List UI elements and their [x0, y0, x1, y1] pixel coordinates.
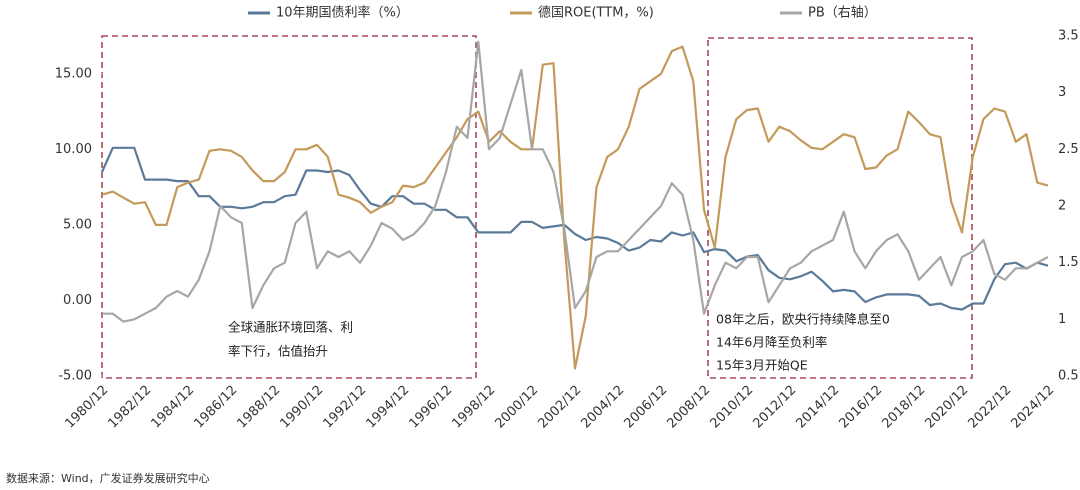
x-tick-label: 1996/12: [407, 383, 456, 432]
x-tick-label: 2006/12: [622, 383, 671, 432]
x-tick-label: 2020/12: [923, 383, 972, 432]
x-tick-label: 2024/12: [1009, 383, 1058, 432]
annotation: 14年6月降至负利率: [716, 335, 827, 350]
y2-tick-label: 1: [1058, 312, 1066, 327]
annotation: 08年之后，欧央行持续降息至0: [716, 312, 890, 327]
y2-tick-label: 1.5: [1058, 255, 1079, 270]
x-tick-label: 2008/12: [665, 383, 714, 432]
annotation: 全球通胀环境回落、利: [228, 320, 353, 335]
x-tick-label: 2016/12: [837, 383, 886, 432]
y2-tick-label: 0.5: [1058, 369, 1079, 384]
series-line: [101, 45, 1049, 370]
x-tick-label: 2000/12: [493, 383, 542, 432]
series-line: [102, 40, 1049, 323]
x-tick-label: 2014/12: [794, 383, 843, 432]
x-tick-label: 1990/12: [278, 383, 327, 432]
y-tick-label: 10.00: [55, 142, 92, 157]
legend-label: PB（右轴）: [808, 6, 877, 21]
y2-tick-label: 3: [1058, 85, 1066, 100]
y2-tick-label: 3.5: [1058, 29, 1079, 44]
annotation: 15年3月开始QE: [716, 358, 808, 373]
y2-tick-label: 2.5: [1058, 142, 1079, 157]
x-tick-label: 1984/12: [149, 383, 198, 432]
annotation-box: [707, 37, 973, 379]
legend-label: 德国ROE(TTM，%): [538, 6, 654, 21]
x-tick-label: 1994/12: [364, 383, 413, 432]
y-tick-label: -5.00: [58, 369, 92, 384]
annotation: 率下行，估值抬升: [228, 344, 328, 359]
x-tick-label: 1982/12: [106, 383, 155, 432]
source: 数据来源：Wind，广发证券发展研究中心: [6, 471, 210, 485]
y-tick-label: 5.00: [63, 217, 92, 232]
y-tick-label: 0.00: [63, 293, 92, 308]
x-tick-label: 1992/12: [321, 383, 370, 432]
series-line: [100, 146, 1049, 311]
legend-label: 10年期国债利率（%）: [276, 5, 409, 21]
x-tick-label: 1980/12: [63, 383, 112, 432]
x-tick-label: 2002/12: [536, 383, 585, 432]
x-tick-label: 1998/12: [450, 383, 499, 432]
x-tick-label: 1986/12: [192, 383, 241, 432]
x-tick-label: 2012/12: [751, 383, 800, 432]
x-tick-label: 1988/12: [235, 383, 284, 432]
annotation-box: [101, 35, 477, 379]
x-tick-label: 2010/12: [708, 383, 757, 432]
y2-tick-label: 2: [1058, 199, 1066, 214]
y-tick-label: 15.00: [55, 66, 92, 81]
x-tick-label: 2022/12: [966, 383, 1015, 432]
x-tick-label: 2004/12: [579, 383, 628, 432]
x-tick-label: 2018/12: [880, 383, 929, 432]
